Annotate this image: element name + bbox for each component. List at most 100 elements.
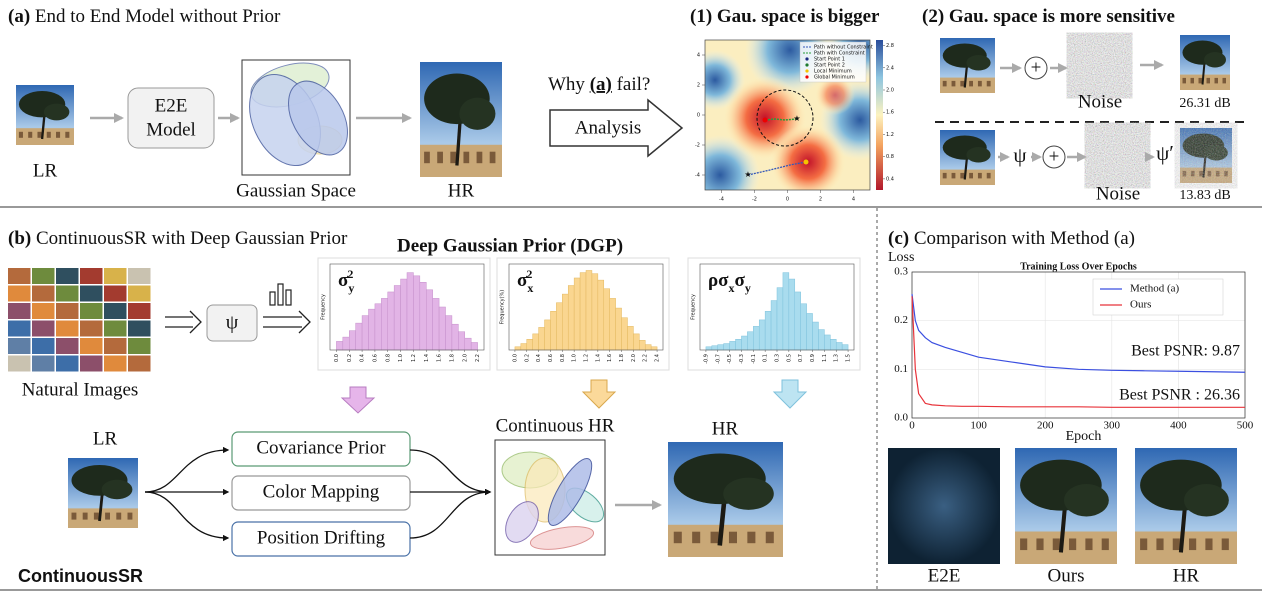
dgp-title: Deep Gaussian Prior (DGP) [397,235,623,256]
colorbar-tick-label: 2.4 [886,65,894,71]
contour-plot: ★ ★ [705,40,870,190]
panel-title-text: End to End Model without Prior [35,6,281,27]
x-tick-label: 100 [970,420,987,432]
panel-label: (1) [690,6,712,27]
mosaic-tile [56,285,79,302]
x-tick-label: 0.1 [763,354,769,362]
natural-images [8,268,151,372]
histogram-bar [387,291,395,351]
histogram-bar [729,341,736,351]
branch-label: Position Drifting [257,527,386,548]
x-tick-label: 0.2 [524,354,530,362]
panel-title: (b) ContinuousSR with Deep Gaussian Prio… [8,228,348,249]
down-arrow [340,386,376,414]
photo-tree [1204,52,1226,68]
x-tick-label: 1.6 [437,354,443,362]
histogram-bar [741,335,748,351]
mosaic-tile [128,320,151,337]
histogram-bar [639,340,646,351]
histogram-bar [342,336,350,351]
mosaic-tile [80,303,103,319]
arrow-label: Analysis [575,117,642,138]
panel-label: (b) [8,228,31,249]
histogram-bar [445,315,453,351]
x-tick-label: 0.4 [536,354,542,362]
mosaic-tile [104,268,127,284]
x-tick-label: 400 [1170,420,1187,432]
branch-label: Covariance Prior [256,437,386,458]
down-arrow [772,379,808,409]
photo-arch [728,531,737,544]
colorbar-tick-label: 2.0 [886,88,894,94]
mosaic-tile [128,303,151,319]
histogram-bar [413,275,421,351]
histogram-bar [841,344,849,351]
legend-box [1092,278,1224,316]
label: LR [93,428,118,449]
colorbar [876,40,883,190]
x-tick-label: -0.3 [739,354,745,364]
mosaic-tile [104,338,127,354]
noise-image [1090,128,1145,183]
image-label: HR [1173,565,1200,586]
mosaic-tile [8,338,31,354]
psnr: 26.31 dB [1179,96,1230,111]
mosaic-tile [8,268,31,284]
photo [1015,448,1117,564]
double-arrow-head [189,310,202,334]
photo-arch [960,80,965,87]
plus: + [1031,57,1042,78]
photo-arch [710,531,719,544]
photo-arch [37,131,42,138]
histogram-bar [336,341,344,351]
histogram-bar [567,285,575,351]
x-tick-label: 500 [1237,420,1254,432]
histogram-bar [544,319,551,351]
photo-arch [127,512,133,520]
histogram-bar [470,342,478,351]
histogram-bar [355,322,363,351]
double-arrow [263,316,302,328]
x-tick-label: 2.4 [655,354,661,362]
legend-swatch [805,69,809,73]
mosaic-tile [32,338,55,354]
photo-tree [723,477,774,510]
histogram-bar [393,285,401,351]
x-tick-label: 1.8 [449,354,455,362]
x-tick-label: 1.1 [822,354,828,362]
photo-arch [116,512,122,520]
histogram-label-part: y [745,281,751,295]
photo-tree [966,55,991,71]
mosaic-tile [80,285,103,302]
histogram-bar [782,272,790,351]
x-tick-label: -0.1 [751,354,757,364]
label: LR [33,160,58,181]
histogram-label-part: σ [517,270,528,291]
down-arrow [581,379,617,409]
psi-box [206,304,258,342]
photo-arch [986,172,991,179]
svg-text:★: ★ [793,114,800,123]
histogram-bar [830,339,837,351]
x-tick-label: 1.2 [411,354,417,362]
question-part: (a) [590,74,612,95]
mosaic-tile [128,285,151,302]
histogram-bar [753,326,760,351]
histogram-bar [627,326,634,351]
legend-label: Method (a) [1130,283,1180,295]
legend-label: Local Minimum [814,69,852,75]
question: Why (a) fail? [548,74,650,95]
photo-arch [1172,538,1180,551]
label: Noise [1078,91,1122,112]
photo-tree [101,479,133,500]
x-tick-label: 0.6 [372,354,378,362]
plot-frame [329,263,485,351]
mosaic-tile [56,338,79,354]
x-tick-label: -0.5 [727,354,733,364]
double-arrow [165,316,193,328]
panel-title: (c) Comparison with Method (a) [888,228,1135,249]
x-tick-label: -2 [752,197,757,203]
x-tick-label: 0.2 [347,354,353,362]
y-tick-label: 0.1 [894,363,908,375]
question-part: Why [548,74,585,95]
